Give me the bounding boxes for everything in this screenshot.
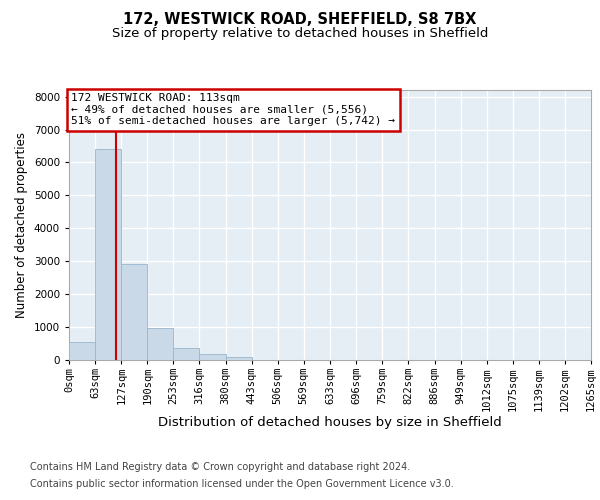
- Text: 172, WESTWICK ROAD, SHEFFIELD, S8 7BX: 172, WESTWICK ROAD, SHEFFIELD, S8 7BX: [124, 12, 476, 28]
- Text: Distribution of detached houses by size in Sheffield: Distribution of detached houses by size …: [158, 416, 502, 429]
- Text: Contains HM Land Registry data © Crown copyright and database right 2024.: Contains HM Land Registry data © Crown c…: [30, 462, 410, 472]
- Bar: [95, 150, 121, 360]
- Bar: [199, 354, 226, 360]
- Bar: [148, 328, 173, 360]
- Bar: [173, 348, 199, 360]
- Bar: [69, 342, 95, 360]
- Text: Size of property relative to detached houses in Sheffield: Size of property relative to detached ho…: [112, 28, 488, 40]
- Y-axis label: Number of detached properties: Number of detached properties: [15, 132, 28, 318]
- Text: 172 WESTWICK ROAD: 113sqm
← 49% of detached houses are smaller (5,556)
51% of se: 172 WESTWICK ROAD: 113sqm ← 49% of detac…: [71, 94, 395, 126]
- Bar: [226, 356, 252, 360]
- Bar: [121, 264, 148, 360]
- Text: Contains public sector information licensed under the Open Government Licence v3: Contains public sector information licen…: [30, 479, 454, 489]
